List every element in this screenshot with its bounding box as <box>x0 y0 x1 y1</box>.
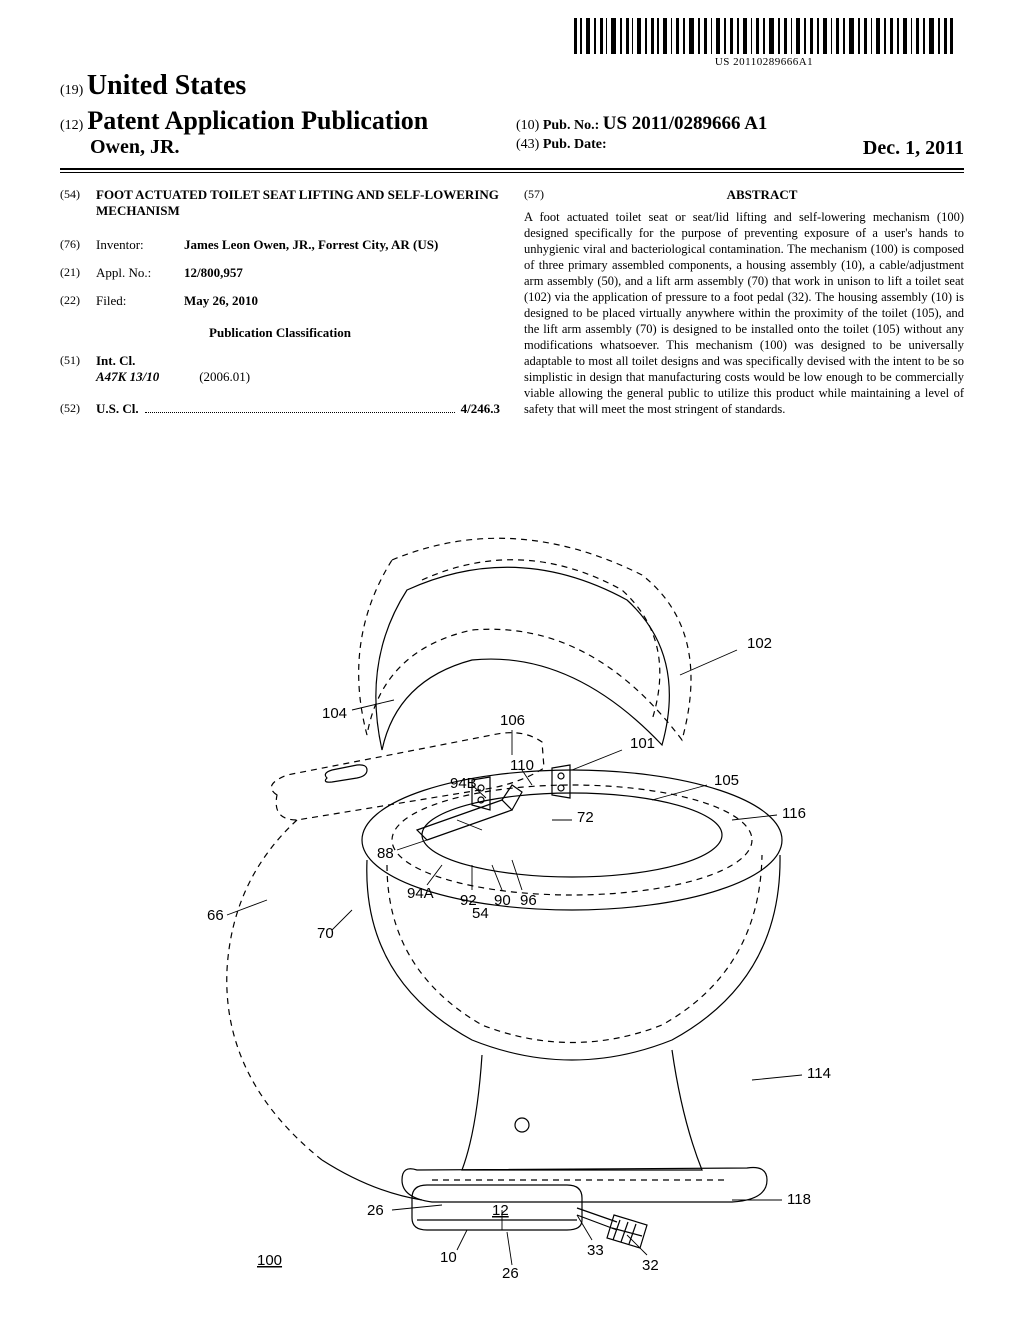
ref-100: 100 <box>257 1252 282 1269</box>
left-column: (54) FOOT ACTUATED TOILET SEAT LIFTING A… <box>60 187 500 417</box>
pubno-label: Pub. No.: <box>543 118 599 133</box>
intcl-row: (51) Int. Cl. A47K 13/10 (2006.01) <box>60 353 500 385</box>
ref-116: 116 <box>782 805 806 822</box>
ref-106: 106 <box>500 712 525 729</box>
ref-118: 118 <box>787 1191 811 1208</box>
inid-abstract: (57) <box>524 187 560 209</box>
invention-title-row: (54) FOOT ACTUATED TOILET SEAT LIFTING A… <box>60 187 500 219</box>
inid-pubdate: (43) <box>516 137 539 152</box>
inid-uscl: (52) <box>60 401 96 417</box>
appl-row: (21) Appl. No.: 12/800,957 <box>60 265 500 281</box>
author-name: Owen, JR. <box>60 136 508 159</box>
ref-102: 102 <box>747 635 772 652</box>
ref-70: 70 <box>317 925 334 942</box>
filed-value: May 26, 2010 <box>184 293 500 309</box>
inid-appl: (21) <box>60 265 96 281</box>
ref-104: 104 <box>322 705 347 722</box>
inid-inventor: (76) <box>60 237 96 253</box>
barcode-icon <box>574 18 954 54</box>
appl-label: Appl. No.: <box>96 265 184 281</box>
pubdate-label: Pub. Date: <box>543 137 607 152</box>
abstract-heading-row: (57) ABSTRACT <box>524 187 964 209</box>
inid-intcl: (51) <box>60 353 96 385</box>
ref-54: 54 <box>472 905 489 922</box>
appl-value: 12/800,957 <box>184 265 500 281</box>
ref-105: 105 <box>714 772 739 789</box>
filed-label: Filed: <box>96 293 184 309</box>
country-name: United States <box>87 70 246 101</box>
ref-26a: 26 <box>367 1202 384 1219</box>
ref-94b: 94B <box>450 775 477 792</box>
abstract-heading: ABSTRACT <box>560 187 964 203</box>
barcode-block: US 20110289666A1 <box>574 18 954 68</box>
header-rule-thick <box>60 168 964 170</box>
uscl-label: U.S. Cl. <box>96 401 139 417</box>
ref-12: 12 <box>492 1202 509 1219</box>
ref-66: 66 <box>207 907 224 924</box>
barcode-number: US 20110289666A1 <box>574 56 954 68</box>
inventor-row: (76) Inventor: James Leon Owen, JR., For… <box>60 237 500 253</box>
ref-72: 72 <box>577 809 594 826</box>
patent-header: (19) United States (12) Patent Applicati… <box>60 70 964 173</box>
filed-row: (22) Filed: May 26, 2010 <box>60 293 500 309</box>
intcl-date: (2006.01) <box>199 369 250 385</box>
intcl-code: A47K 13/10 <box>96 369 159 385</box>
inventor-label: Inventor: <box>96 237 184 253</box>
inid-filed: (22) <box>60 293 96 309</box>
ref-10: 10 <box>440 1249 457 1266</box>
ref-94a: 94A <box>407 885 434 902</box>
patent-figure: 102 104 106 101 110 105 116 94B 88 72 94… <box>0 500 1024 1300</box>
publication-line: (12) Patent Application Publication Owen… <box>60 106 964 160</box>
ref-32: 32 <box>642 1257 659 1274</box>
ref-88: 88 <box>377 845 394 862</box>
ref-110: 110 <box>510 757 534 774</box>
ref-101: 101 <box>630 735 655 752</box>
ref-96: 96 <box>520 892 537 909</box>
toilet-figure-icon: 102 104 106 101 110 105 116 94B 88 72 94… <box>172 520 852 1280</box>
ref-26b: 26 <box>502 1265 519 1280</box>
abstract-body: A foot actuated toilet seat or seat/lid … <box>524 209 964 417</box>
body-columns: (54) FOOT ACTUATED TOILET SEAT LIFTING A… <box>60 187 964 417</box>
uscl-dots <box>145 401 455 413</box>
pubclass-heading: Publication Classification <box>60 325 500 341</box>
ref-114: 114 <box>807 1065 831 1082</box>
header-rule-thin <box>60 172 964 173</box>
ref-90: 90 <box>494 892 511 909</box>
right-column: (57) ABSTRACT A foot actuated toilet sea… <box>524 187 964 417</box>
uscl-row: (52) U.S. Cl. 4/246.3 <box>60 401 500 417</box>
pubdate-value: Dec. 1, 2011 <box>863 137 964 160</box>
inid-pubno: (10) <box>516 118 539 133</box>
uscl-value: 4/246.3 <box>461 401 500 417</box>
inid-country: (19) <box>60 83 83 98</box>
publication-title: Patent Application Publication <box>87 106 428 135</box>
pub-date-line: (43) Pub. Date: Dec. 1, 2011 <box>516 137 964 160</box>
inid-pub: (12) <box>60 118 83 133</box>
intcl-label: Int. Cl. <box>96 353 500 369</box>
inventor-name-text: James Leon Owen, JR., Forrest City, AR (… <box>184 237 438 252</box>
pub-number-line: (10) Pub. No.: US 2011/0289666 A1 <box>516 113 964 135</box>
pubno-value: US 2011/0289666 A1 <box>603 113 768 134</box>
ref-33: 33 <box>587 1242 604 1259</box>
inid-title: (54) <box>60 187 96 219</box>
inventor-value: James Leon Owen, JR., Forrest City, AR (… <box>184 237 500 253</box>
country-line: (19) United States <box>60 70 964 102</box>
invention-title: FOOT ACTUATED TOILET SEAT LIFTING AND SE… <box>96 187 500 219</box>
